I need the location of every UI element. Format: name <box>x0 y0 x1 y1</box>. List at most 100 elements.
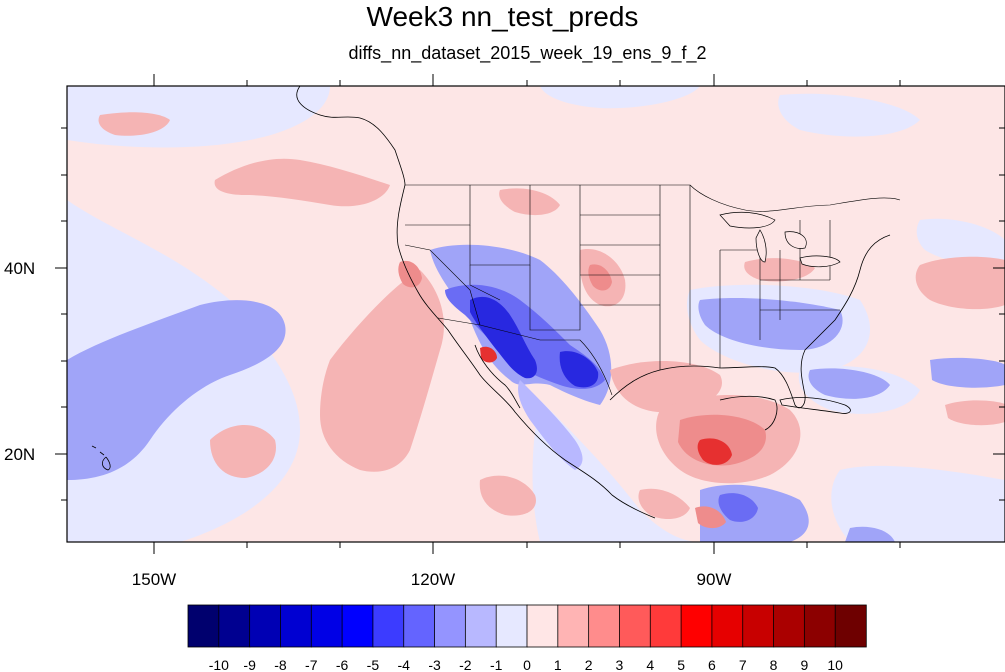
colorbar-swatch <box>773 604 806 648</box>
colorbar-label: 2 <box>585 657 593 672</box>
anomaly-region-deep-red <box>480 346 497 363</box>
anomaly-region-pink <box>915 256 1005 310</box>
lon-label: 90W <box>697 570 732 589</box>
colorbar-label: 10 <box>827 657 843 672</box>
colorbar-label: 1 <box>554 657 562 672</box>
anomaly-region-pink <box>945 400 1005 426</box>
colorbar-swatch <box>280 604 312 648</box>
north-america-west-coast <box>396 184 656 519</box>
colorbar-label: -1 <box>490 657 503 672</box>
lake <box>784 231 807 249</box>
plot-title: Week3 nn_test_preds <box>366 1 639 32</box>
anomaly-region-blue <box>67 300 286 480</box>
anomaly-region-dark-blue <box>559 351 599 388</box>
colorbar-swatch <box>742 604 775 648</box>
colorbar-label: -6 <box>336 657 349 672</box>
pacific-northwest-coast <box>296 86 406 186</box>
gulf-coast <box>609 234 891 409</box>
map-field <box>67 86 1005 542</box>
colorbar-label: 7 <box>739 657 747 672</box>
anomaly-region-dark-blue <box>470 296 537 379</box>
colorbar-label: 4 <box>646 657 654 672</box>
anomaly-region-pink <box>320 270 444 472</box>
lake <box>719 211 776 229</box>
colorbar-label: 3 <box>616 657 624 672</box>
colorbar-label: 9 <box>800 657 808 672</box>
anomaly-region-light-blue <box>532 400 700 542</box>
colorbar-swatch <box>619 604 651 648</box>
anomaly-region-red <box>398 260 422 288</box>
colorbar-label: -8 <box>274 657 287 672</box>
anomaly-region-blue <box>845 526 895 542</box>
colorbar-label: 6 <box>708 657 716 672</box>
state-line <box>529 185 581 331</box>
state-line <box>779 220 831 320</box>
colorbar: -10 -9 -8 -7 -6 -5 -4 -3 -2 -1 0 1 2 3 4 5 6 7 8 9 10 <box>187 604 867 672</box>
anomaly-region-pink <box>638 488 690 520</box>
colorbar-swatch <box>403 604 436 648</box>
colorbar-swatch <box>680 604 713 648</box>
anomaly-region-blue <box>808 368 890 399</box>
colorbar-swatch <box>341 604 374 648</box>
colorbar-swatch <box>464 604 497 648</box>
anomaly-region-pink <box>479 475 536 516</box>
anomaly-region-deep-red <box>697 438 732 465</box>
great-lakes <box>719 211 841 268</box>
lat-label: 20N <box>4 445 35 464</box>
state-line <box>469 185 531 266</box>
colorbar-swatch <box>834 604 867 648</box>
colorbar-label: 8 <box>770 657 778 672</box>
anomaly-region-light-blue <box>540 86 700 109</box>
colorbar-label: -2 <box>459 657 472 672</box>
state-line <box>580 214 660 306</box>
state-line <box>469 265 501 301</box>
anomaly-region-red <box>695 506 726 529</box>
anomaly-region-medium-blue <box>718 493 758 522</box>
colorbar-label: 0 <box>523 657 531 672</box>
anomaly-region-light-blue <box>831 465 1005 542</box>
anomaly-region-pink <box>210 425 276 478</box>
colorbar-swatch <box>249 604 282 648</box>
colorbar-swatch <box>372 604 405 648</box>
colorbar-swatch <box>218 604 251 648</box>
state-line <box>659 185 721 370</box>
hawaii-islands <box>91 445 111 471</box>
colorbar-label: 5 <box>677 657 685 672</box>
colorbar-label: -7 <box>305 657 318 672</box>
colorbar-swatch <box>557 604 590 648</box>
colorbar-swatch <box>803 604 836 648</box>
lon-ticks <box>153 74 901 554</box>
us-mexico-border <box>437 317 613 396</box>
lon-label: 150W <box>132 570 176 589</box>
colorbar-swatch <box>495 604 528 648</box>
colorbar-label: -5 <box>367 657 380 672</box>
anomaly-region-pink <box>744 258 815 282</box>
colorbar-swatch <box>310 604 343 648</box>
plot-subtitle: diffs_nn_dataset_2015_week_19_ens_9_f_2 <box>348 43 707 63</box>
anomaly-region-blue <box>698 298 843 350</box>
colorbar-label: -4 <box>398 657 411 672</box>
state-borders <box>404 184 901 396</box>
colorbar-swatch <box>588 604 621 648</box>
anomaly-region-light-blue <box>916 218 1005 267</box>
anomaly-region-light-blue <box>778 93 920 137</box>
yucatan-coast <box>719 395 778 431</box>
anomaly-region-pink <box>98 112 170 136</box>
anomaly-region-pink <box>214 158 390 207</box>
anomaly-region-pink <box>499 188 560 216</box>
colorbar-swatch <box>434 604 467 648</box>
lon-label: 120W <box>411 570 455 589</box>
colorbar-label: -3 <box>428 657 441 672</box>
colorbar-label: -10 <box>209 657 229 672</box>
cuba <box>779 397 851 414</box>
lake <box>755 229 767 263</box>
colorbar-swatch <box>649 604 682 648</box>
colorbar-swatch <box>526 604 559 648</box>
colorbar-swatch <box>711 604 744 648</box>
colorbar-label: -9 <box>243 657 256 672</box>
colorbar-swatch <box>187 604 220 648</box>
anomaly-region-red <box>588 264 612 291</box>
lat-ticks <box>55 127 1005 501</box>
baja-california <box>474 344 521 409</box>
